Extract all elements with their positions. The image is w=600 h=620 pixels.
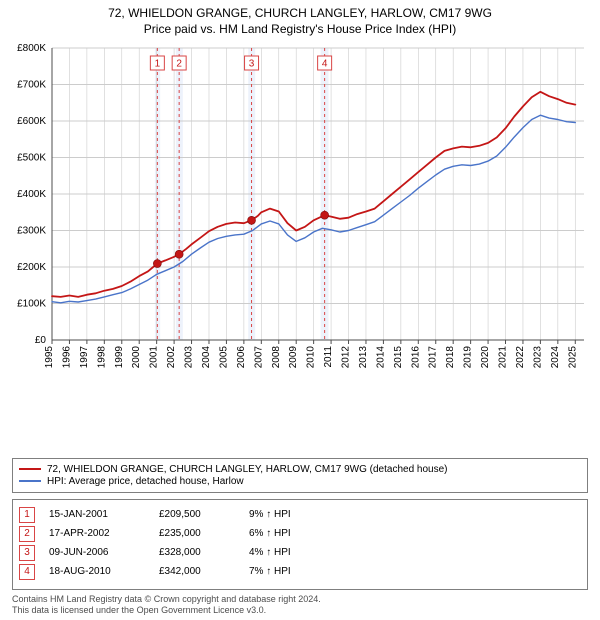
x-tick-label: 1995 xyxy=(44,346,55,369)
x-tick-label: 2022 xyxy=(515,346,526,369)
x-tick-label: 1998 xyxy=(96,346,107,369)
x-tick-label: 2008 xyxy=(271,346,282,369)
transaction-date: 09-JUN-2006 xyxy=(49,547,159,558)
transaction-row-marker: 4 xyxy=(19,564,35,580)
transaction-price: £235,000 xyxy=(159,528,249,539)
y-tick-label: £400K xyxy=(17,189,46,200)
x-tick-label: 2001 xyxy=(149,346,160,369)
y-tick-label: £200K xyxy=(17,262,46,273)
x-tick-label: 2010 xyxy=(306,346,317,369)
x-tick-label: 2002 xyxy=(166,346,177,369)
legend-label: 72, WHIELDON GRANGE, CHURCH LANGLEY, HAR… xyxy=(47,464,448,475)
chart-svg: £0 £100K £200K £300K £400K £500K £600K £700K £80… xyxy=(8,40,592,390)
footer-line1: Contains HM Land Registry data © Crown c… xyxy=(12,594,588,605)
x-tick-label: 1996 xyxy=(61,346,72,369)
x-tick-label: 2014 xyxy=(375,346,386,369)
transaction-row: 4 18-AUG-2010£342,0007% ↑ HPI xyxy=(19,564,581,580)
transaction-dot xyxy=(248,216,256,224)
x-tick-label: 2018 xyxy=(445,346,456,369)
chart-titles: 72, WHIELDON GRANGE, CHURCH LANGLEY, HAR… xyxy=(8,6,592,36)
x-tick-label: 2023 xyxy=(532,346,543,369)
transaction-date: 15-JAN-2001 xyxy=(49,509,159,520)
transaction-hpi-delta: 4% ↑ HPI xyxy=(249,547,581,558)
x-tick-label: 2011 xyxy=(323,346,334,368)
transaction-row: 3 09-JUN-2006£328,0004% ↑ HPI xyxy=(19,545,581,561)
x-tick-label: 2000 xyxy=(131,346,142,369)
legend-box: 72, WHIELDON GRANGE, CHURCH LANGLEY, HAR… xyxy=(12,458,588,493)
transaction-row-marker: 2 xyxy=(19,526,35,542)
x-tick-label: 2003 xyxy=(184,346,195,369)
transaction-marker-number: 4 xyxy=(322,59,328,70)
x-tick-label: 2012 xyxy=(341,346,352,369)
transaction-row: 2 17-APR-2002£235,0006% ↑ HPI xyxy=(19,526,581,542)
legend-item: 72, WHIELDON GRANGE, CHURCH LANGLEY, HAR… xyxy=(19,464,581,475)
transaction-row-marker: 3 xyxy=(19,545,35,561)
footer-attribution: Contains HM Land Registry data © Crown c… xyxy=(12,594,588,617)
transaction-row-marker: 1 xyxy=(19,507,35,523)
x-tick-label: 2015 xyxy=(393,346,404,369)
legend-item: HPI: Average price, detached house, Harl… xyxy=(19,476,581,487)
transaction-price: £209,500 xyxy=(159,509,249,520)
legend-swatch xyxy=(19,468,41,470)
transaction-dot xyxy=(321,211,329,219)
legend-label: HPI: Average price, detached house, Harl… xyxy=(47,476,244,487)
chart-title-address: 72, WHIELDON GRANGE, CHURCH LANGLEY, HAR… xyxy=(8,6,592,20)
transaction-marker-number: 2 xyxy=(176,59,182,70)
y-tick-label: £0 xyxy=(35,335,47,346)
transaction-dot xyxy=(153,260,161,268)
x-tick-label: 2019 xyxy=(463,346,474,369)
x-tick-label: 2013 xyxy=(358,346,369,369)
transaction-price: £342,000 xyxy=(159,566,249,577)
y-tick-label: £500K xyxy=(17,153,46,164)
y-tick-label: £300K xyxy=(17,226,46,237)
legend-swatch xyxy=(19,480,41,482)
x-tick-label: 2005 xyxy=(218,346,229,369)
x-tick-label: 2024 xyxy=(550,346,561,369)
x-tick-label: 2016 xyxy=(410,346,421,369)
footer-line2: This data is licensed under the Open Gov… xyxy=(12,605,588,616)
transaction-marker-number: 1 xyxy=(155,59,161,70)
transaction-price: £328,000 xyxy=(159,547,249,558)
x-tick-label: 1997 xyxy=(79,346,90,369)
x-tick-label: 2007 xyxy=(253,346,264,369)
page-root: 72, WHIELDON GRANGE, CHURCH LANGLEY, HAR… xyxy=(0,0,600,620)
x-tick-label: 2009 xyxy=(288,346,299,369)
transaction-marker-number: 3 xyxy=(249,59,255,70)
transaction-row: 1 15-JAN-2001£209,5009% ↑ HPI xyxy=(19,507,581,523)
line-chart: £0 £100K £200K £300K £400K £500K £600K £700K £80… xyxy=(8,40,592,452)
x-tick-label: 2025 xyxy=(567,346,578,369)
x-tick-label: 2006 xyxy=(236,346,247,369)
transaction-hpi-delta: 6% ↑ HPI xyxy=(249,528,581,539)
transaction-table: 1 15-JAN-2001£209,5009% ↑ HPI 2 17-APR-2002… xyxy=(12,499,588,590)
x-tick-label: 2021 xyxy=(498,346,509,369)
x-tick-label: 2020 xyxy=(480,346,491,369)
transaction-date: 17-APR-2002 xyxy=(49,528,159,539)
transaction-hpi-delta: 7% ↑ HPI xyxy=(249,566,581,577)
y-tick-label: £700K xyxy=(17,80,46,91)
x-tick-label: 2017 xyxy=(428,346,439,369)
transaction-date: 18-AUG-2010 xyxy=(49,566,159,577)
y-tick-label: £600K xyxy=(17,116,46,127)
x-tick-label: 1999 xyxy=(114,346,125,369)
y-tick-label: £100K xyxy=(17,299,46,310)
chart-subtitle: Price paid vs. HM Land Registry's House … xyxy=(8,22,592,36)
transaction-hpi-delta: 9% ↑ HPI xyxy=(249,509,581,520)
y-tick-label: £800K xyxy=(17,43,46,54)
transaction-dot xyxy=(175,250,183,258)
x-tick-label: 2004 xyxy=(201,346,212,369)
